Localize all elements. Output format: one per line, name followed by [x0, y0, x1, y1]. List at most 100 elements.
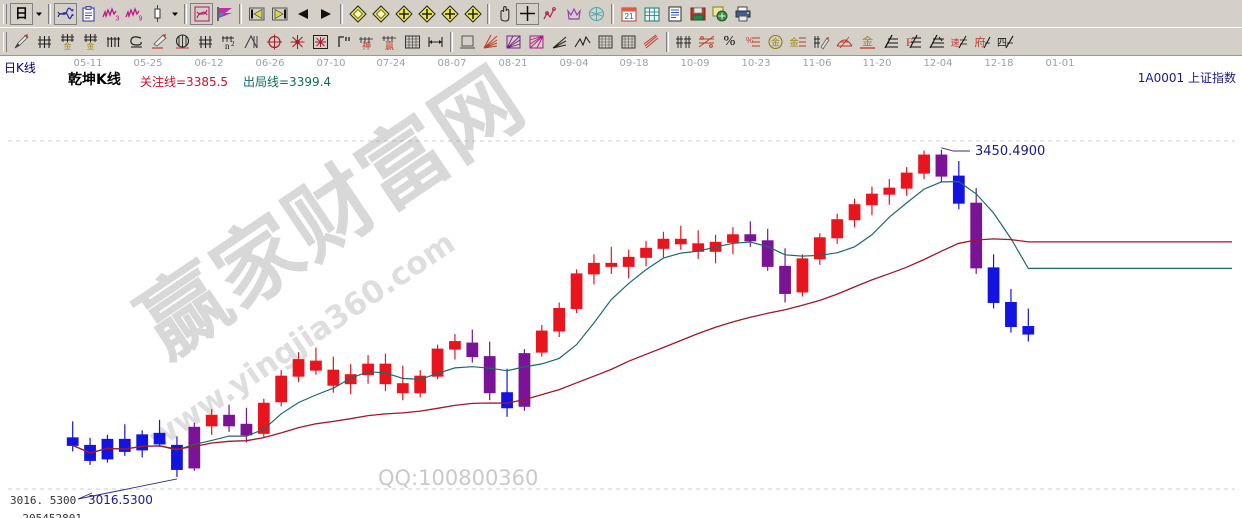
fan-box-button[interactable] [502, 31, 525, 53]
zoom-diamond-2-button[interactable] [369, 3, 392, 25]
draw-pen-button[interactable] [10, 31, 33, 53]
nav-prev-button[interactable] [291, 3, 314, 25]
f-lines-button[interactable]: F [902, 31, 925, 53]
f-lines-icon: F [906, 34, 921, 49]
svg-text:金: 金 [64, 41, 72, 50]
flag-color-button[interactable] [213, 3, 236, 25]
toolbar-separator [666, 31, 669, 52]
gold-underline-icon: 金 [860, 34, 875, 49]
spiral-icon [130, 35, 142, 48]
comb-icon [107, 36, 120, 47]
pen-icon [14, 34, 29, 49]
nav-next-button[interactable] [314, 3, 337, 25]
zoom-diamond-3-button[interactable] [392, 3, 415, 25]
diamond-cross-icon [463, 4, 482, 23]
time-cycle-button[interactable] [102, 31, 125, 53]
date-tick: 08-21 [498, 58, 528, 69]
spiral-button[interactable] [125, 31, 148, 53]
brain-analysis-button[interactable] [585, 3, 608, 25]
angle-lines-button[interactable] [240, 31, 263, 53]
gold-lines-button[interactable]: 金 [787, 31, 810, 53]
zoom-diamond-5-button[interactable] [438, 3, 461, 25]
box-star-button[interactable] [309, 31, 332, 53]
zigzag-button[interactable] [571, 31, 594, 53]
pan-hand-button[interactable] [493, 3, 516, 25]
su-lines-button[interactable]: 速 [948, 31, 971, 53]
rect-tool-button[interactable] [456, 31, 479, 53]
grid-1-button[interactable] [594, 31, 617, 53]
date-tick: 07-24 [376, 58, 406, 69]
grid-2-button[interactable] [617, 31, 640, 53]
ying-button[interactable]: 赢 [378, 31, 401, 53]
candle-style-dropdown-arrow[interactable] [169, 3, 181, 25]
crosshair-button[interactable] [516, 2, 539, 25]
ladder-button[interactable] [401, 31, 424, 53]
gold-ratio-2-button[interactable]: 金 [79, 31, 102, 53]
target-button[interactable] [263, 31, 286, 53]
period-dropdown-arrow[interactable] [33, 3, 45, 25]
arc-button[interactable] [833, 31, 856, 53]
zigzag-icon [574, 35, 591, 47]
span-arrows-icon [428, 36, 443, 47]
measure-button[interactable] [539, 3, 562, 25]
play-back-icon [297, 8, 308, 19]
quote-mark-button[interactable] [332, 31, 355, 53]
toolbar-grip[interactable] [3, 31, 7, 52]
zoom-diamond-1-button[interactable] [346, 3, 369, 25]
dian-lines-button[interactable]: 府 [971, 31, 994, 53]
main-toolbar: 日 3 [0, 0, 1242, 28]
indicator-scribble-button[interactable] [190, 2, 213, 25]
gold-circle-button[interactable]: 金 [764, 31, 787, 53]
chart-canvas[interactable]: 05-11 05-25 06-12 06-26 07-10 07-24 08-07 08-21… [0, 48, 1242, 518]
gold-ratio-1-button[interactable]: 金 [56, 31, 79, 53]
fan-red-button[interactable] [479, 31, 502, 53]
toolbar-grip[interactable] [3, 3, 7, 24]
table-button[interactable] [640, 3, 663, 25]
print-button[interactable] [732, 3, 755, 25]
gann-fan-button[interactable] [33, 31, 56, 53]
toolbar-separator [487, 3, 490, 24]
percent-lines-button[interactable]: % [741, 31, 764, 53]
slope-lines-button[interactable] [640, 31, 663, 53]
percent-button[interactable]: % [718, 31, 741, 53]
hash-grid-button[interactable] [194, 31, 217, 53]
svg-text:n: n [225, 41, 230, 50]
span-button[interactable] [424, 31, 447, 53]
date-tick: 10-23 [741, 58, 771, 69]
period-day-button[interactable]: 日 [10, 2, 33, 25]
pen-bar-button[interactable] [810, 31, 833, 53]
split-9-button[interactable]: 9 [123, 3, 146, 25]
nav-last-button[interactable] [268, 3, 291, 25]
gold-underline-button[interactable]: 金 [856, 31, 879, 53]
circle-cycle-button[interactable] [171, 31, 194, 53]
zoom-diamond-4-button[interactable] [415, 3, 438, 25]
overlay-compare-button[interactable] [54, 2, 77, 25]
grid-table-icon [644, 7, 659, 21]
split-3-button[interactable]: 3 [100, 3, 123, 25]
slash-lines-1-button[interactable] [879, 31, 902, 53]
starburst-button[interactable] [286, 31, 309, 53]
trendline-button[interactable] [548, 31, 571, 53]
slash-lines-2-button[interactable] [925, 31, 948, 53]
report-button[interactable] [77, 3, 100, 25]
pen-line-button[interactable] [148, 31, 171, 53]
date-tick: 10-09 [680, 58, 710, 69]
bar-compare-button[interactable] [672, 31, 695, 53]
volume-tick-label: 205452801 [22, 512, 82, 518]
shen-button[interactable]: 神 [355, 31, 378, 53]
percent-fan-button[interactable] [695, 31, 718, 53]
si-lines-button[interactable]: 四 [994, 31, 1017, 53]
diamond-small-icon [371, 4, 390, 23]
pattern-button[interactable] [562, 3, 585, 25]
svg-text:金: 金 [862, 34, 873, 48]
notes-button[interactable] [663, 3, 686, 25]
fan-red-icon [483, 34, 498, 48]
save-button[interactable] [686, 3, 709, 25]
calendar-button[interactable]: 21 [617, 3, 640, 25]
fan-box2-button[interactable] [525, 31, 548, 53]
zoom-diamond-6-button[interactable] [461, 3, 484, 25]
copy-button[interactable] [709, 3, 732, 25]
candle-style-button[interactable] [146, 3, 169, 25]
nav-first-button[interactable] [245, 3, 268, 25]
n-square-button[interactable]: n 2 [217, 31, 240, 53]
